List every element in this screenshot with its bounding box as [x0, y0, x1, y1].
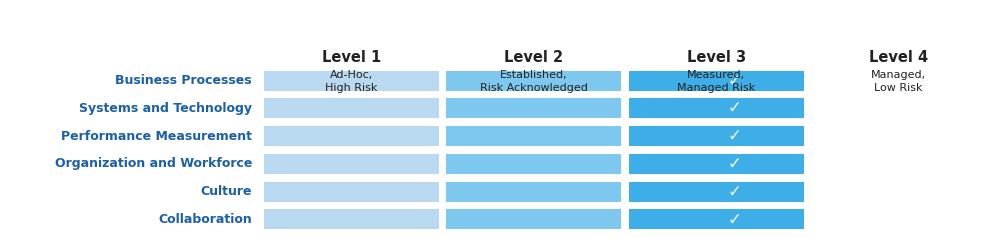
- Bar: [629, 182, 804, 202]
- Bar: [264, 98, 439, 118]
- Text: Managed,
Low Risk: Managed, Low Risk: [871, 70, 926, 93]
- Bar: [446, 154, 621, 174]
- Text: ✓: ✓: [728, 72, 741, 89]
- Text: Collaboration: Collaboration: [158, 213, 252, 226]
- Text: ✓: ✓: [728, 155, 741, 173]
- Text: Ad-Hoc,
High Risk: Ad-Hoc, High Risk: [325, 70, 377, 93]
- Bar: [446, 70, 621, 90]
- Bar: [264, 209, 439, 229]
- Text: Systems and Technology: Systems and Technology: [79, 102, 252, 115]
- Text: Culture: Culture: [201, 185, 252, 198]
- Text: Business Processes: Business Processes: [115, 74, 252, 87]
- Bar: [264, 182, 439, 202]
- Text: Level 4: Level 4: [869, 50, 928, 65]
- Text: Level 2: Level 2: [504, 50, 563, 65]
- Text: Level 1: Level 1: [322, 50, 381, 65]
- Bar: [629, 126, 804, 146]
- Bar: [629, 70, 804, 90]
- Bar: [264, 154, 439, 174]
- Text: Level 3: Level 3: [687, 50, 746, 65]
- Text: ✓: ✓: [728, 183, 741, 201]
- Bar: [629, 154, 804, 174]
- Text: ✓: ✓: [728, 99, 741, 117]
- Text: Performance Measurement: Performance Measurement: [61, 129, 252, 143]
- Bar: [264, 126, 439, 146]
- Bar: [446, 182, 621, 202]
- Bar: [446, 98, 621, 118]
- Bar: [629, 98, 804, 118]
- Text: Measured,
Managed Risk: Measured, Managed Risk: [677, 70, 755, 93]
- Text: Organization and Workforce: Organization and Workforce: [55, 157, 252, 170]
- Text: Established,
Risk Acknowledged: Established, Risk Acknowledged: [480, 70, 588, 93]
- Bar: [264, 70, 439, 90]
- Text: ✓: ✓: [728, 210, 741, 228]
- Text: ✓: ✓: [728, 127, 741, 145]
- Bar: [446, 126, 621, 146]
- Bar: [446, 209, 621, 229]
- Bar: [629, 209, 804, 229]
